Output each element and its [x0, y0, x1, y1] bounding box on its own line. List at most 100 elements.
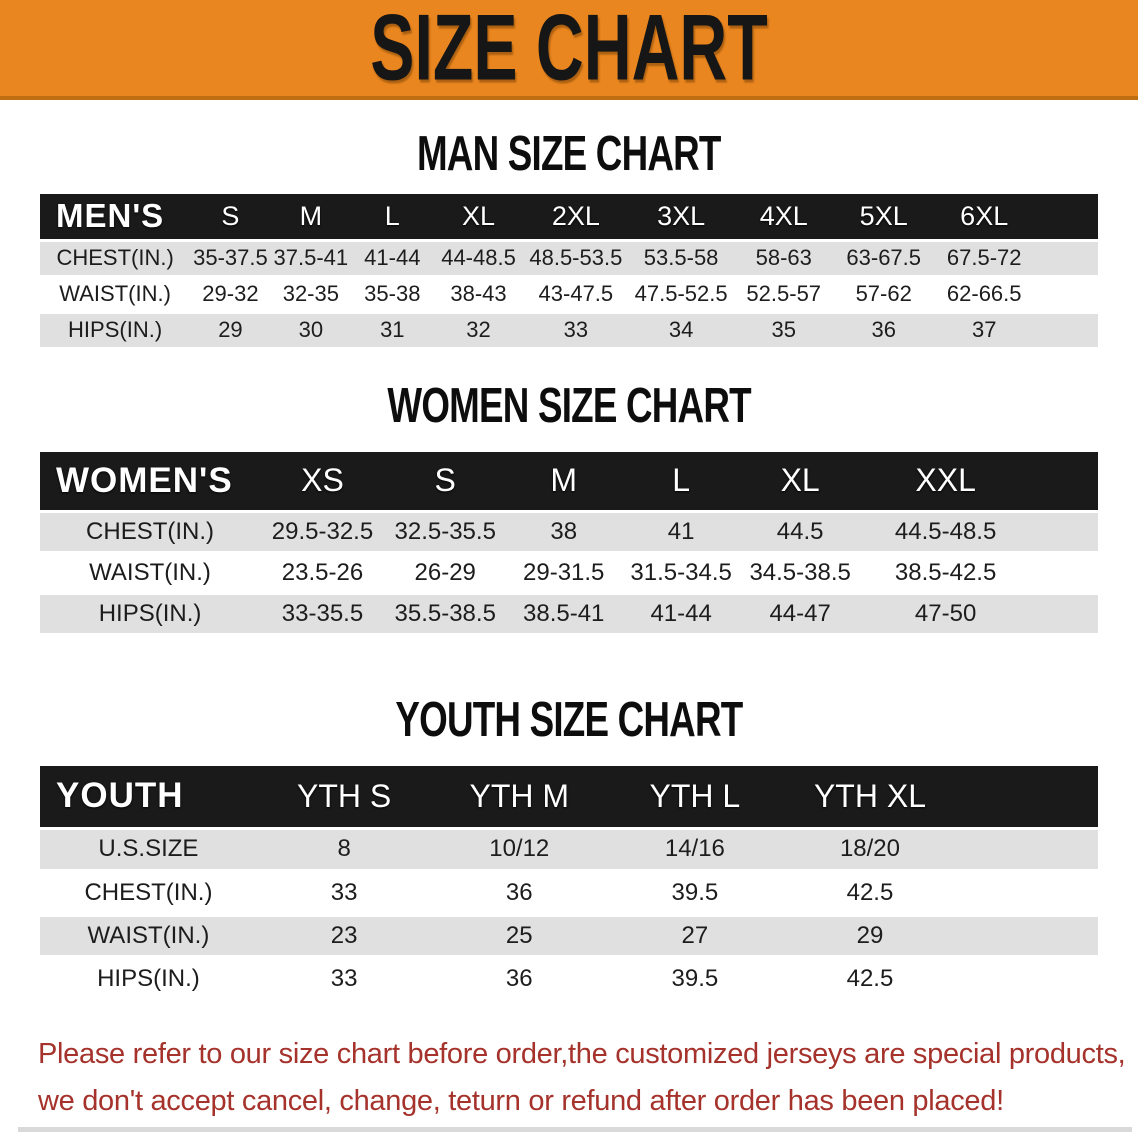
value-cell: 26-29	[384, 552, 506, 595]
header-cell: YTH S	[256, 766, 432, 830]
header-cell: 4XL	[734, 194, 834, 242]
row-label: CHEST(IN.)	[40, 511, 261, 554]
table-row: U.S.SIZE 8 10/12 14/16 18/20	[40, 828, 1098, 874]
value-cell: 38	[505, 511, 622, 554]
youth-size-table: YOUTH YTH S YTH M YTH L YTH XL U.S.SIZE …	[40, 766, 1098, 1003]
filler-cell	[1031, 593, 1098, 636]
value-cell: 33	[256, 957, 432, 1003]
value-cell: 47-50	[859, 593, 1032, 636]
header-cell: YOUTH	[40, 766, 257, 830]
value-cell: 57-62	[833, 276, 934, 314]
value-cell: 39.5	[607, 871, 783, 917]
filler-cell	[1031, 552, 1098, 595]
value-cell: 25	[431, 914, 608, 960]
value-cell: 62-66.5	[933, 276, 1035, 314]
value-cell: 32	[433, 312, 524, 350]
value-cell: 31.5-34.5	[621, 552, 741, 595]
value-cell: 32.5-35.5	[384, 511, 506, 554]
header-cell: XL	[740, 451, 860, 513]
header-cell: L	[621, 451, 741, 513]
youth-section-heading-text: YOUTH SIZE CHART	[395, 691, 743, 747]
value-cell: 42.5	[782, 871, 958, 917]
value-cell: 36	[431, 957, 608, 1003]
header-cell: XXL	[859, 451, 1032, 513]
value-cell: 30	[270, 312, 352, 350]
value-cell: 23.5-26	[260, 552, 385, 595]
filler-cell	[1034, 312, 1098, 350]
row-label: U.S.SIZE	[40, 828, 257, 874]
disclaimer-line-2: we don't accept cancel, change, teturn o…	[38, 1084, 1004, 1117]
row-label: CHEST(IN.)	[40, 240, 191, 278]
value-cell: 44.5-48.5	[859, 511, 1032, 554]
value-cell: 10/12	[431, 828, 608, 874]
value-cell: 32-35	[270, 276, 352, 314]
value-cell: 18/20	[782, 828, 958, 874]
filler-cell	[957, 871, 1098, 917]
value-cell: 67.5-72	[933, 240, 1035, 278]
women-size-table: WOMEN'S XS S M L XL XXL CHEST(IN.) 29.5-…	[40, 451, 1098, 636]
filler-cell	[957, 957, 1098, 1003]
women-section-heading-text: WOMEN SIZE CHART	[387, 376, 751, 433]
value-cell: 29-31.5	[505, 552, 622, 595]
value-cell: 34	[628, 312, 735, 350]
value-cell: 37.5-41	[270, 240, 352, 278]
value-cell: 38.5-41	[505, 593, 622, 636]
row-label: WAIST(IN.)	[40, 914, 257, 960]
table-row: HIPS(IN.) 33 36 39.5 42.5	[40, 957, 1098, 1003]
filler-cell	[957, 766, 1098, 830]
value-cell: 29	[782, 914, 958, 960]
value-cell: 47.5-52.5	[628, 276, 735, 314]
men-size-table: MEN'S S M L XL 2XL 3XL 4XL 5XL 6XL CHEST…	[40, 194, 1098, 350]
bottom-edge-strip	[18, 1127, 1132, 1132]
header-cell: S	[384, 451, 506, 513]
table-row: CHEST(IN.) 29.5-32.5 32.5-35.5 38 41 44.…	[40, 511, 1098, 554]
value-cell: 35-38	[351, 276, 434, 314]
value-cell: 8	[256, 828, 432, 874]
row-label: HIPS(IN.)	[40, 957, 257, 1003]
header-cell: L	[351, 194, 434, 242]
row-label: WAIST(IN.)	[40, 552, 261, 595]
filler-cell	[957, 914, 1098, 960]
value-cell: 38-43	[433, 276, 524, 314]
value-cell: 48.5-53.5	[523, 240, 629, 278]
table-header-row: MEN'S S M L XL 2XL 3XL 4XL 5XL 6XL	[40, 194, 1098, 242]
header-cell: 5XL	[833, 194, 934, 242]
value-cell: 23	[256, 914, 432, 960]
filler-cell	[1031, 511, 1098, 554]
value-cell: 41-44	[621, 593, 741, 636]
value-cell: 29-32	[190, 276, 271, 314]
header-cell: 3XL	[628, 194, 735, 242]
table-row: HIPS(IN.) 33-35.5 35.5-38.5 38.5-41 41-4…	[40, 593, 1098, 636]
header-cell: M	[270, 194, 352, 242]
header-cell: S	[190, 194, 271, 242]
row-label: HIPS(IN.)	[40, 593, 261, 636]
men-section-heading: MAN SIZE CHART	[0, 125, 1138, 181]
banner-title: SIZE CHART	[370, 0, 768, 101]
header-cell: YTH XL	[782, 766, 958, 830]
value-cell: 39.5	[607, 957, 783, 1003]
header-cell: YTH L	[607, 766, 783, 830]
header-cell: XS	[260, 451, 385, 513]
value-cell: 14/16	[607, 828, 783, 874]
value-cell: 36	[833, 312, 934, 350]
value-cell: 41-44	[351, 240, 434, 278]
filler-cell	[1034, 240, 1098, 278]
value-cell: 29.5-32.5	[260, 511, 385, 554]
value-cell: 38.5-42.5	[859, 552, 1032, 595]
value-cell: 36	[431, 871, 608, 917]
value-cell: 41	[621, 511, 741, 554]
value-cell: 31	[351, 312, 434, 350]
table-row: WAIST(IN.) 23.5-26 26-29 29-31.5 31.5-34…	[40, 552, 1098, 595]
value-cell: 52.5-57	[734, 276, 834, 314]
value-cell: 63-67.5	[833, 240, 934, 278]
value-cell: 33-35.5	[260, 593, 385, 636]
filler-cell	[957, 828, 1098, 874]
size-chart-banner: SIZE CHART	[0, 0, 1138, 100]
value-cell: 44-47	[740, 593, 860, 636]
men-section-heading-text: MAN SIZE CHART	[417, 125, 721, 181]
value-cell: 35.5-38.5	[384, 593, 506, 636]
table-header-row: YOUTH YTH S YTH M YTH L YTH XL	[40, 766, 1098, 830]
disclaimer-line-1: Please refer to our size chart before or…	[38, 1037, 1126, 1070]
value-cell: 35-37.5	[190, 240, 271, 278]
value-cell: 33	[523, 312, 629, 350]
